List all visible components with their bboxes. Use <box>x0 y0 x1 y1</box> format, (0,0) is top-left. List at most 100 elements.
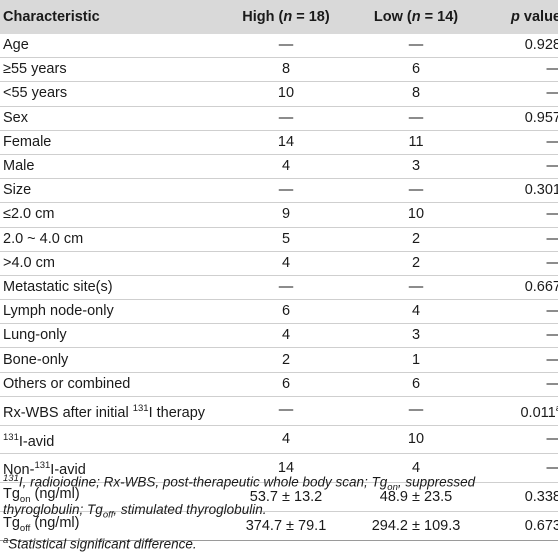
row-high-value: 53.7 ± 13.2 <box>249 488 323 505</box>
row-low-value: 10 <box>407 431 425 448</box>
row-label: Non-131I-avid <box>3 460 86 479</box>
row-high-value: 9 <box>281 206 291 223</box>
row-low-value: 294.2 ± 109.3 <box>371 517 461 534</box>
row-low-value: 1 <box>411 351 421 368</box>
row-p-value: — <box>485 372 558 396</box>
table-row-rxwbs: Rx-WBS after initial 131I therapy — — 0.… <box>0 396 558 426</box>
row-low-value: — <box>408 278 424 295</box>
table-row: Age — — 0.928 <box>0 34 558 58</box>
row-low-value: 8 <box>411 85 421 102</box>
row-low-value: — <box>408 37 424 54</box>
row-high-value: — <box>278 278 294 295</box>
row-low-value: 6 <box>411 61 421 78</box>
table-row: ≤2.0 cm 9 10 — <box>0 203 558 227</box>
row-low-value: — <box>408 182 424 199</box>
row-label: ≥55 years <box>3 61 67 78</box>
header-p-value: p value <box>511 9 558 25</box>
table-row: 2.0 ~ 4.0 cm 5 2 — <box>0 227 558 252</box>
row-p-value: — <box>485 454 558 483</box>
row-p-value: — <box>485 203 558 227</box>
row-high-value: — <box>278 402 294 419</box>
row-label: Male <box>3 158 35 175</box>
table-row: Lung-only 4 3 — <box>0 324 558 348</box>
row-high-value: 6 <box>281 303 291 320</box>
characteristics-table-container: Characteristic High (n = 18) Low (n = 14… <box>0 0 558 541</box>
row-p-value: 0.673 <box>524 517 558 534</box>
table-row: Female 14 11 — <box>0 130 558 155</box>
row-p-value: 0.011a <box>520 403 558 421</box>
footnote-significance: aStatistical significant difference. <box>3 534 197 552</box>
row-label: <55 years <box>3 85 68 102</box>
row-p-value: — <box>485 82 558 106</box>
row-low-value: 4 <box>411 303 421 320</box>
row-low-value: — <box>408 402 424 419</box>
row-p-value: — <box>485 300 558 324</box>
table-row-tgon: Tgon (ng/ml) 53.7 ± 13.2 48.9 ± 23.5 0.3… <box>0 483 558 512</box>
row-label: Bone-only <box>3 351 69 368</box>
row-p-value: — <box>485 58 558 82</box>
row-label: Metastatic site(s) <box>3 278 113 295</box>
table-row: Male 4 3 — <box>0 154 558 179</box>
row-low-value: 48.9 ± 23.5 <box>379 488 453 505</box>
row-low-value: 2 <box>411 230 421 247</box>
table-row: <55 years 10 8 — <box>0 82 558 107</box>
header-low: Low (n = 14) <box>373 9 459 25</box>
row-p-value: 0.301 <box>524 182 558 199</box>
table-row-tgoff: Tgoff (ng/ml) 374.7 ± 79.1 294.2 ± 109.3… <box>0 512 558 541</box>
row-low-value: 4 <box>411 459 421 476</box>
row-label: Rx-WBS after initial 131I therapy <box>3 402 206 421</box>
row-low-value: — <box>408 109 424 126</box>
row-high-value: 4 <box>281 254 291 271</box>
row-p-value: — <box>485 154 558 178</box>
row-low-value: 10 <box>407 206 425 223</box>
row-high-value: 374.7 ± 79.1 <box>245 517 327 534</box>
header-high: High (n = 18) <box>242 9 330 25</box>
row-high-value: — <box>278 109 294 126</box>
row-label: Lung-only <box>3 327 67 344</box>
row-label: ≤2.0 cm <box>3 206 55 223</box>
row-label: 2.0 ~ 4.0 cm <box>3 230 84 247</box>
footnote-abbreviations: 131I, radioiodine; Rx-WBS, post-therapeu… <box>3 473 476 521</box>
row-high-value: 4 <box>281 431 291 448</box>
row-high-value: 4 <box>281 327 291 344</box>
table-row: Bone-only 2 1 — <box>0 348 558 373</box>
table-row: Size — — 0.301 <box>0 179 558 203</box>
row-low-value: 3 <box>411 327 421 344</box>
row-high-value: 14 <box>277 459 295 476</box>
row-high-value: 4 <box>281 158 291 175</box>
row-p-value: 0.957 <box>524 109 558 126</box>
row-high-value: 6 <box>281 375 291 392</box>
characteristics-table: Characteristic High (n = 18) Low (n = 14… <box>0 0 558 541</box>
row-low-value: 3 <box>411 158 421 175</box>
row-high-value: 5 <box>281 230 291 247</box>
table-row: Lymph node-only 6 4 — <box>0 300 558 324</box>
row-low-value: 6 <box>411 375 421 392</box>
row-high-value: — <box>278 182 294 199</box>
row-p-value: — <box>485 324 558 348</box>
row-high-value: 14 <box>277 133 295 150</box>
row-high-value: 10 <box>277 85 295 102</box>
row-label: Tgoff (ng/ml) <box>3 515 80 535</box>
row-p-value: — <box>485 425 558 454</box>
row-p-value: 0.928 <box>524 37 558 54</box>
row-low-value: 2 <box>411 254 421 271</box>
table-row: Sex — — 0.957 <box>0 106 558 131</box>
table-header-row: Characteristic High (n = 18) Low (n = 14… <box>0 0 558 34</box>
row-label: Tgon (ng/ml) <box>3 486 80 506</box>
row-label: >4.0 cm <box>3 254 55 271</box>
table-row-nonavid: Non-131I-avid 14 4 — <box>0 454 558 483</box>
row-label: Lymph node-only <box>3 303 114 320</box>
row-p-value: 0.338 <box>524 488 558 505</box>
row-high-value: 2 <box>281 351 291 368</box>
row-p-value: — <box>485 348 558 372</box>
row-p-value: — <box>485 251 558 275</box>
row-p-value: — <box>485 130 558 154</box>
row-label: Age <box>3 37 29 54</box>
row-p-value: 0.667 <box>524 278 558 295</box>
table-footnotes: 131I, radioiodine; Rx-WBS, post-therapeu… <box>3 468 555 555</box>
table-row: Metastatic site(s) — — 0.667 <box>0 275 558 300</box>
header-characteristic: Characteristic <box>3 9 100 25</box>
table-row: ≥55 years 8 6 — <box>0 58 558 82</box>
row-label: Size <box>3 182 32 199</box>
row-low-value: 11 <box>408 133 424 150</box>
